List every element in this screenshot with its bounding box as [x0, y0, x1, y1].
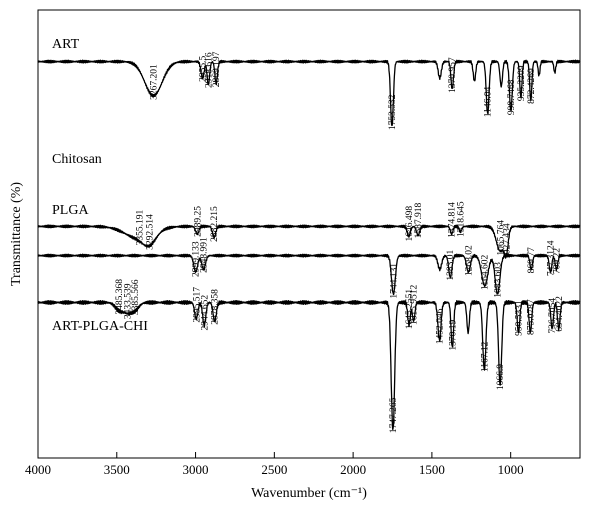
peak-label: 1083.603 [493, 262, 503, 298]
peak-label: 3355.191 [136, 210, 146, 246]
peak-label: 709.22 [553, 248, 563, 274]
x-tick-label: 1500 [419, 462, 445, 477]
peak-label: 2948.991 [200, 237, 210, 273]
peak-label: 1065.764 [496, 220, 506, 256]
peak-label: 1146.04 [484, 86, 494, 117]
peak-label: 1452.046 [436, 308, 446, 344]
peak-label: 1753.532 [388, 94, 398, 130]
peak-label: 1383.01 [446, 249, 456, 280]
spectrum-plga [37, 253, 581, 296]
plot-frame [37, 9, 581, 459]
peak-label: 1318.645 [456, 201, 466, 237]
peak-label: 875.0787 [526, 299, 536, 335]
peak-label: 694.4022 [555, 296, 565, 332]
peak-label: 1645.2551 [405, 289, 415, 330]
peak-label: 998.7468 [507, 79, 517, 115]
series-label: Chitosan [52, 152, 102, 167]
peak-label: 736.7054 [548, 298, 558, 334]
x-axis-ticks: 4000 3500 3000 2500 2000 1500 1000 [25, 452, 524, 477]
peak-label: 869.77 [527, 247, 537, 273]
peak-label: 2944.652 [200, 295, 210, 331]
peak-label: 3292.514 [146, 214, 156, 250]
peak-label: 2918.616 [204, 52, 214, 88]
peak-label: 1374.814 [448, 202, 458, 238]
peak-label: 3433.539 [123, 283, 133, 319]
peak-label: 1164.602 [481, 255, 491, 291]
series-label: ART [52, 37, 80, 52]
x-tick-label: 2500 [261, 462, 287, 477]
peak-label: 872.4269 [527, 68, 537, 104]
peak-label: 2882.215 [210, 206, 220, 242]
peak-label: 1646.498 [405, 206, 415, 242]
peak-label: 2999.133 [192, 241, 202, 277]
peak-label: 3485.368 [115, 279, 125, 315]
peak-label: 1587.918 [414, 202, 424, 238]
x-tick-label: 3500 [104, 462, 130, 477]
peak-label: 1370.19 [448, 320, 458, 351]
peak-label: 2869.197 [212, 51, 222, 87]
x-tick-label: 4000 [25, 462, 51, 477]
peak-label: 747.3124 [546, 240, 556, 276]
x-tick-label: 3000 [183, 462, 209, 477]
x-tick-label: 1000 [498, 462, 524, 477]
spectra [37, 59, 581, 431]
series-label: PLGA [52, 203, 89, 218]
x-axis-title: Wavenumber (cm⁻¹) [251, 486, 367, 501]
series-label: ART-PLGA-CHI [52, 319, 148, 334]
peak-label: 1027.434 [502, 223, 512, 259]
peak-label: 1370.957 [448, 57, 458, 93]
peak-label: 2989.25 [193, 206, 203, 237]
peak-label: 2878.358 [211, 289, 221, 325]
spectrum-art-plga-chi [37, 299, 581, 431]
peak-label: 3385.566 [131, 279, 141, 315]
peak-label: 3267.201 [150, 64, 160, 100]
peak-label: 935.2209 [517, 65, 527, 101]
y-axis-title: Transmittance (%) [9, 182, 24, 286]
spectrum-art [37, 59, 581, 127]
peak-label: 1167.12 [480, 341, 490, 372]
peak-label: 1747.265 [389, 397, 399, 433]
peak-label: 950.5331 [515, 300, 525, 336]
peak-label: 1066.9 [496, 364, 506, 390]
peak-label: 2995.517 [192, 287, 202, 323]
series-labels: ART Chitosan PLGA ART-PLGA-CHI [52, 37, 148, 334]
peak-label: 1744.131 [389, 263, 399, 299]
spectrum-chitosan [37, 224, 581, 259]
peak-label: 1615.9512 [410, 285, 420, 326]
peak-label: 1268.02 [464, 245, 474, 276]
peak-label: 2955.5 [199, 55, 209, 81]
x-tick-label: 2000 [340, 462, 366, 477]
